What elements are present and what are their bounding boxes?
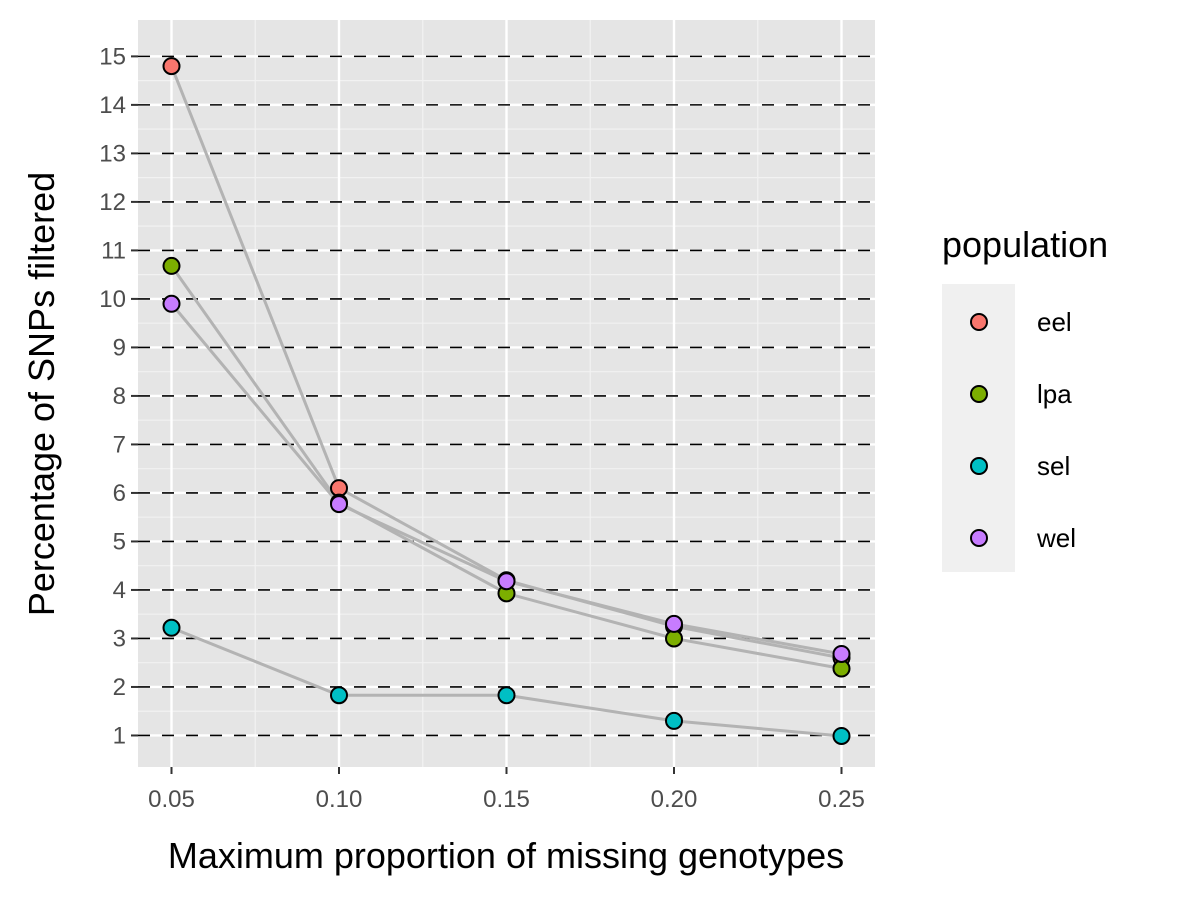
x-tick-label: 0.15 (483, 786, 530, 813)
data-point-wel (665, 614, 683, 633)
y-tick-label: 13 (99, 140, 126, 167)
data-point-sel (832, 726, 851, 745)
y-tick-label: 14 (99, 92, 126, 119)
legend-label-wel: wel (1036, 523, 1076, 553)
y-tick-label: 7 (113, 431, 126, 458)
legend-label-lpa: lpa (1037, 379, 1072, 409)
y-tick-label: 4 (113, 577, 126, 604)
x-axis: 0.05 0.10 0.15 0.20 0.25 (148, 767, 865, 813)
legend-key-wel (970, 529, 988, 547)
legend-key-sel (970, 457, 988, 475)
x-axis-title: Maximum proportion of missing genotypes (168, 835, 844, 876)
y-tick-label: 1 (113, 722, 126, 749)
data-points (162, 57, 851, 745)
legend-key-eel (970, 313, 988, 331)
y-tick-label: 15 (99, 43, 126, 70)
legend-items: eel lpa sel wel (970, 307, 1076, 553)
x-tick-label: 0.25 (818, 786, 865, 813)
y-tick-label: 8 (113, 383, 126, 410)
x-tick-label: 0.10 (316, 786, 363, 813)
y-tick-label: 6 (113, 480, 126, 507)
legend-title: population (942, 224, 1108, 265)
y-tick-label: 3 (113, 625, 126, 652)
data-point-eel (162, 57, 181, 76)
legend-key-background (942, 284, 1015, 572)
data-point-wel (330, 495, 348, 514)
data-point-sel (497, 686, 516, 705)
data-point-wel (832, 644, 851, 663)
legend-label-eel: eel (1037, 307, 1072, 337)
y-tick-label: 2 (113, 674, 126, 701)
x-tick-label: 0.20 (651, 786, 698, 813)
y-tick-label: 11 (101, 237, 126, 264)
y-tick-label: 5 (113, 528, 126, 555)
data-point-sel (330, 686, 348, 705)
data-point-sel (162, 618, 181, 637)
legend-label-sel: sel (1037, 451, 1070, 481)
data-point-sel (665, 711, 683, 730)
data-point-wel (162, 294, 181, 313)
y-tick-label: 10 (99, 286, 126, 313)
y-axis-title: Percentage of SNPs filtered (21, 172, 62, 616)
data-point-lpa (162, 256, 181, 275)
legend-key-lpa (970, 385, 988, 403)
y-tick-label: 12 (99, 189, 126, 216)
y-tick-label: 9 (113, 334, 126, 361)
x-tick-label: 0.05 (148, 786, 195, 813)
legend: population eel lpa sel wel (942, 224, 1108, 572)
data-point-wel (497, 572, 516, 591)
dashed-reference-lines (138, 55, 875, 737)
